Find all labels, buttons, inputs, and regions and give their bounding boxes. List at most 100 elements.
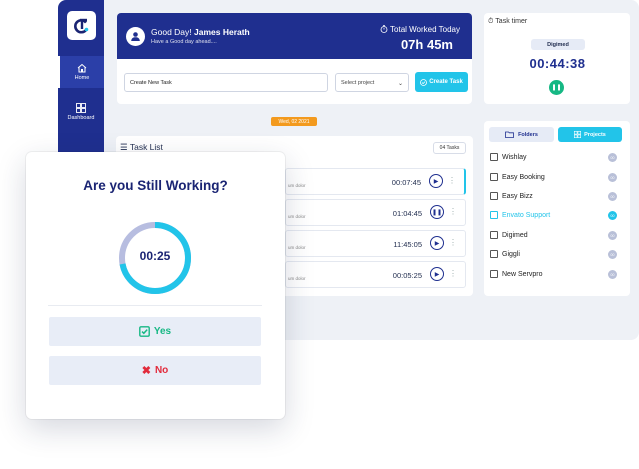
- task-timer-title: ⏱ Task timer: [488, 18, 527, 26]
- project-item-new-servpro[interactable]: New Servpro 00: [490, 265, 620, 283]
- task-time: 00:05:25: [392, 271, 422, 280]
- checkbox-checked-icon: [138, 326, 150, 337]
- more-vertical-icon[interactable]: ⋮: [449, 207, 457, 216]
- no-label: No: [154, 365, 169, 376]
- task-count-badge: 04 Tasks: [433, 142, 466, 154]
- project-icon: [490, 211, 498, 219]
- create-task-label: Create Task: [429, 79, 463, 85]
- project-count: 00: [608, 211, 617, 220]
- project-count: 00: [608, 231, 617, 240]
- tab-folders-label: Folders: [518, 131, 538, 138]
- more-vertical-icon[interactable]: ⋮: [448, 176, 456, 185]
- project-name: Envato Support: [502, 211, 551, 219]
- project-name: Digimed: [502, 231, 528, 239]
- task-list-title-text: Task List: [129, 142, 163, 152]
- tab-folders[interactable]: Folders: [489, 127, 554, 142]
- stopwatch-icon: [380, 25, 388, 33]
- divider: [48, 305, 262, 306]
- total-worked-text: Total Worked Today: [390, 25, 460, 34]
- project-item-envato-support[interactable]: Envato Support 00: [490, 206, 620, 224]
- project-icon: [490, 173, 498, 181]
- dashboard-icon: [76, 103, 86, 113]
- still-working-modal: Are you Still Working? 00:25 Yes ✖ No: [26, 152, 285, 419]
- countdown-value: 00:25: [139, 249, 171, 263]
- sidebar-item-home[interactable]: Home: [58, 56, 104, 88]
- project-icon: [490, 250, 498, 258]
- pause-button[interactable]: ❚❚: [549, 80, 564, 95]
- greeting-prefix: Good Day!: [151, 27, 194, 37]
- project-icon: [490, 270, 498, 278]
- task-description: um dolor: [288, 183, 306, 188]
- stopwatch-icon: ⏱: [488, 18, 494, 25]
- play-icon[interactable]: ▶: [430, 267, 444, 281]
- project-name: Giggli: [502, 250, 520, 258]
- more-vertical-icon[interactable]: ⋮: [449, 238, 457, 247]
- play-icon[interactable]: ▶: [429, 174, 443, 188]
- sidebar: Home Dashboard: [58, 0, 104, 175]
- no-button[interactable]: ✖ No: [49, 356, 261, 385]
- date-badge: Wed, 02 2021: [271, 117, 317, 126]
- project-icon: [490, 153, 498, 161]
- tab-projects-label: Projects: [584, 131, 606, 138]
- project-name: Easy Booking: [502, 173, 545, 181]
- play-icon[interactable]: ▶: [430, 236, 444, 250]
- greeting-header: Good Day! James Herath Have a Good day a…: [117, 13, 472, 59]
- timer-value: 00:44:38: [529, 56, 586, 71]
- create-task-button[interactable]: Create Task: [415, 72, 468, 92]
- project-select[interactable]: Select project ⌄: [335, 73, 409, 92]
- home-icon: [77, 63, 87, 73]
- sidebar-item-label: Dashboard: [67, 115, 95, 121]
- new-task-input[interactable]: Create New Task: [124, 73, 328, 92]
- task-row[interactable]: um dolor 01:04:45 ❚❚ ⋮: [285, 199, 466, 226]
- logo-icon: [73, 18, 88, 34]
- yes-button[interactable]: Yes: [49, 317, 261, 346]
- folder-icon: [505, 131, 514, 138]
- app-logo[interactable]: [67, 11, 96, 40]
- user-icon: [131, 32, 140, 41]
- task-description: um dolor: [288, 245, 306, 250]
- task-time: 01:04:45: [392, 209, 422, 218]
- list-icon: ☰: [120, 142, 128, 152]
- project-count: 00: [608, 270, 617, 279]
- greeting-subtitle: Have a Good day ahead....: [151, 39, 217, 45]
- task-list-title: ☰ Task List: [120, 142, 163, 153]
- project-item-digimed[interactable]: Digimed 00: [490, 226, 620, 244]
- timer-project-badge: Digimed: [531, 39, 585, 50]
- project-icon: [490, 231, 498, 239]
- tab-projects[interactable]: Projects: [558, 127, 622, 142]
- sidebar-item-label: Home: [74, 75, 90, 81]
- greeting-text: Good Day! James Herath: [151, 27, 250, 37]
- grid-icon: [574, 131, 582, 138]
- sidebar-item-dashboard[interactable]: Dashboard: [58, 96, 104, 128]
- task-row[interactable]: um dolor 00:05:25 ▶ ⋮: [285, 261, 466, 288]
- project-count: 00: [608, 192, 617, 201]
- project-name: Wishlay: [502, 153, 527, 161]
- task-row[interactable]: um dolor 00:07:45 ▶ ⋮: [285, 168, 466, 195]
- pause-icon: ❚❚: [551, 85, 562, 91]
- task-description: um dolor: [288, 276, 306, 281]
- user-name: James Herath: [194, 27, 250, 37]
- total-worked-label: Total Worked Today: [380, 25, 460, 34]
- project-item-easy-booking[interactable]: Easy Booking 00: [490, 168, 620, 186]
- project-icon: [490, 192, 498, 200]
- task-time: 00:07:45: [391, 178, 421, 187]
- project-item-easy-bizz[interactable]: Easy Bizz 00: [490, 187, 620, 205]
- task-row[interactable]: um dolor 11:45:05 ▶ ⋮: [285, 230, 466, 257]
- project-name: New Servpro: [502, 270, 543, 278]
- project-item-wishlay[interactable]: Wishlay 00: [490, 148, 620, 166]
- total-worked-value: 07h 45m: [400, 37, 453, 52]
- project-name: Easy Bizz: [502, 192, 533, 200]
- task-description: um dolor: [288, 214, 306, 219]
- project-item-giggli[interactable]: Giggli 00: [490, 245, 620, 263]
- modal-title: Are you Still Working?: [83, 178, 228, 193]
- chevron-down-icon: ⌄: [397, 81, 403, 87]
- pause-icon[interactable]: ❚❚: [430, 205, 444, 219]
- project-select-placeholder: Select project: [341, 80, 375, 86]
- countdown-ring-progress: [119, 222, 191, 294]
- task-time: 11:45:05: [393, 240, 422, 249]
- countdown-ring: [119, 222, 191, 294]
- more-vertical-icon[interactable]: ⋮: [449, 269, 457, 278]
- avatar[interactable]: [126, 27, 145, 46]
- task-timer-title-text: Task timer: [495, 18, 528, 25]
